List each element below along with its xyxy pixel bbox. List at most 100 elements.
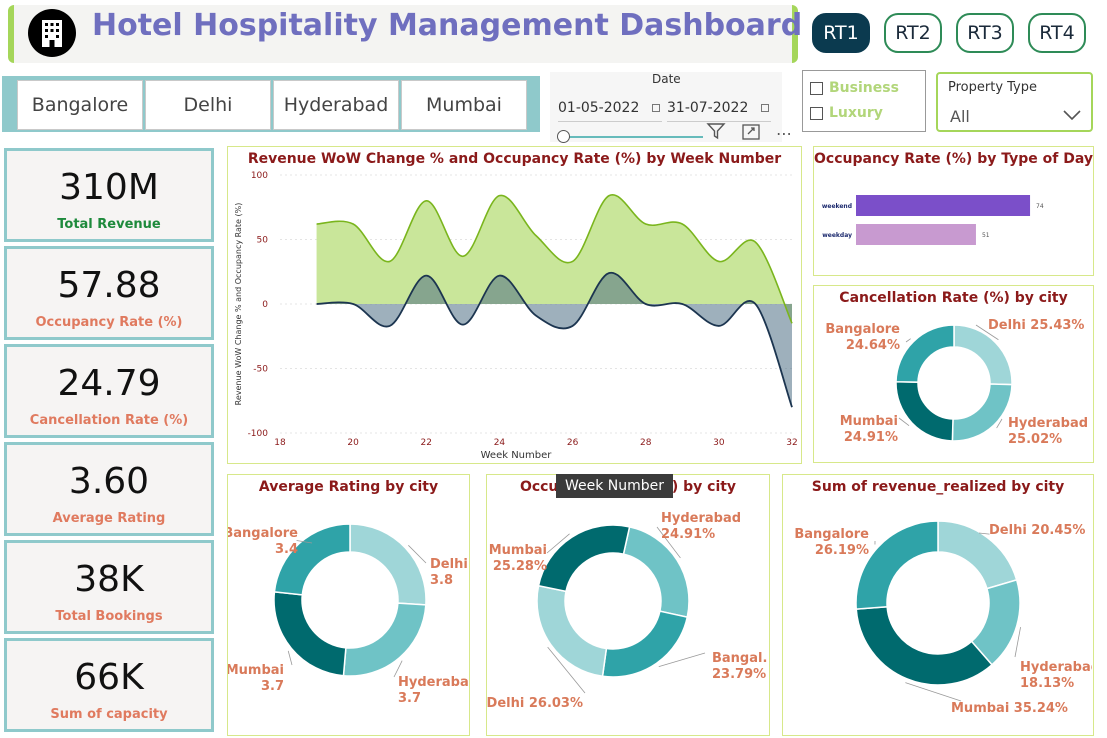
x-tick-label: 22 <box>421 438 432 448</box>
checkbox-icon[interactable] <box>810 81 823 95</box>
bar-weekday[interactable] <box>856 224 976 245</box>
slice-label: Bangalore 3.4 <box>228 526 298 557</box>
bar-category-label: weekend <box>822 203 852 210</box>
city-button-delhi[interactable]: Delhi <box>145 80 271 130</box>
occupancy-rate-by-city-chart[interactable]: Occupancy Rate (%) by city Hyderabad24.9… <box>486 474 770 736</box>
leader-line <box>898 417 910 427</box>
leader-line <box>1014 626 1021 658</box>
start-date-input[interactable]: 01-05-2022 <box>558 100 662 122</box>
slice-delhi[interactable] <box>953 324 1013 386</box>
revenue-change-line[interactable] <box>316 272 793 408</box>
hotel-building-icon <box>28 9 76 57</box>
slice-hyderabad[interactable] <box>342 602 427 677</box>
bar-value-label: 74 <box>1036 203 1044 210</box>
revenue-occupancy-area-chart[interactable]: Revenue WoW Change % and Occupancy Rate … <box>227 146 802 464</box>
chevron-down-icon[interactable] <box>1062 106 1082 125</box>
focus-mode-icon[interactable] <box>742 124 760 144</box>
slice-mumbai[interactable] <box>273 591 347 677</box>
slice-label: Hyderabad 24.91% <box>661 511 741 542</box>
slice-bangalore[interactable] <box>273 523 351 596</box>
end-date-input[interactable]: 31-07-2022 <box>667 100 771 122</box>
leader-line <box>287 650 293 666</box>
bar-weekend[interactable] <box>856 195 1031 216</box>
kpi-value: 310M <box>59 167 159 208</box>
more-options-icon[interactable]: ⋯ <box>776 124 793 143</box>
calendar-icon[interactable] <box>652 104 660 112</box>
kpi-label: Average Rating <box>52 511 166 526</box>
x-tick-label: 28 <box>640 438 652 448</box>
kpi-average-rating: 3.60 Average Rating <box>4 442 214 536</box>
revenue-realized-by-city-chart[interactable]: Sum of revenue_realized by city Delhi 20… <box>782 474 1094 736</box>
slice-label: Hyderabad18.13% <box>1020 660 1092 691</box>
slice-label: Delhi 20.45% <box>989 523 1085 538</box>
leader-line <box>656 526 681 559</box>
slice-label: Hyderabad 25.02% <box>1008 416 1088 447</box>
slice-mumbai[interactable] <box>855 605 993 686</box>
slice-label: Hyderabad3.7 <box>398 675 468 706</box>
city-button-hyderabad[interactable]: Hyderabad <box>273 80 399 130</box>
property-class-slicer <box>802 70 926 132</box>
leader-line <box>547 646 586 694</box>
kpi-label: Total Revenue <box>57 217 161 232</box>
slice-mumbai[interactable] <box>895 380 954 442</box>
slice-label: Bangalore 24.64% <box>825 322 900 353</box>
kpi-label: Cancellation Rate (%) <box>29 413 189 428</box>
tooltip: Week Number <box>556 474 674 498</box>
y-tick-label: -100 <box>248 429 269 439</box>
slice-hyderabad[interactable] <box>951 383 1013 442</box>
occupancy-by-day-type-chart[interactable]: Occupancy Rate (%) by Type of Day weeken… <box>813 146 1094 276</box>
occupancy-line[interactable] <box>316 194 793 324</box>
chart-title: Occupancy Rate (%) by Type of Day <box>814 151 1093 167</box>
slice-delhi[interactable] <box>536 584 608 678</box>
kpi-value: 24.79 <box>57 363 161 404</box>
checkbox-icon[interactable] <box>810 106 823 120</box>
luxury-label: Luxury <box>829 105 883 121</box>
filter-icon[interactable] <box>706 122 726 144</box>
slice-label: Mumbai 3.7 <box>228 663 284 694</box>
city-button-mumbai[interactable]: Mumbai <box>401 80 527 130</box>
property-type-dropdown[interactable] <box>936 72 1093 132</box>
x-tick-label: 20 <box>347 438 359 448</box>
y-tick-label: 50 <box>257 236 269 246</box>
date-slider-handle[interactable] <box>557 130 570 143</box>
kpi-label: Sum of capacity <box>50 707 168 722</box>
leader-line <box>978 532 990 535</box>
rt4-button[interactable]: RT4 <box>1028 13 1086 53</box>
rt3-button[interactable]: RT3 <box>956 13 1014 53</box>
city-button-bangalore[interactable]: Bangalore <box>17 80 143 130</box>
date-label: Date <box>652 72 681 86</box>
leader-line <box>658 652 706 667</box>
calendar-icon[interactable] <box>761 104 769 112</box>
slice-bangal[interactable] <box>601 610 689 678</box>
slice-label: Bangal...23.79% <box>712 651 768 682</box>
y-tick-label: -50 <box>253 365 268 375</box>
slice-bangalore[interactable] <box>855 520 939 610</box>
slice-bangalore[interactable] <box>895 324 955 383</box>
end-date-value: 31-07-2022 <box>667 100 749 116</box>
y-tick-label: 0 <box>262 300 268 310</box>
leader-line <box>393 660 403 678</box>
slice-mumbai[interactable] <box>537 524 631 593</box>
rt2-button[interactable]: RT2 <box>884 13 942 53</box>
luxury-checkbox[interactable]: Luxury <box>810 105 883 121</box>
kpi-label: Total Bookings <box>55 609 163 624</box>
kpi-value: 57.88 <box>57 265 161 306</box>
property-type-value[interactable]: All <box>950 107 970 126</box>
property-type-label: Property Type <box>948 80 1038 95</box>
slice-label: Delhi 26.03% <box>487 696 583 711</box>
x-tick-label: 32 <box>786 438 797 448</box>
business-checkbox[interactable]: Business <box>810 80 899 96</box>
y-tick-label: 100 <box>251 171 268 181</box>
business-label: Business <box>829 80 899 96</box>
slice-label: Delhi 25.43% <box>988 318 1084 333</box>
leader-line <box>296 540 313 544</box>
leader-line <box>975 324 999 341</box>
leader-line <box>546 533 570 554</box>
kpi-total-bookings: 38K Total Bookings <box>4 540 214 634</box>
kpi-value: 66K <box>74 657 144 698</box>
rt1-button[interactable]: RT1 <box>812 13 870 53</box>
cancellation-rate-by-city-chart[interactable]: Cancellation Rate (%) by city Delhi 25.4… <box>813 285 1094 463</box>
date-slider-track[interactable] <box>563 136 703 138</box>
slice-delhi[interactable] <box>349 523 427 606</box>
